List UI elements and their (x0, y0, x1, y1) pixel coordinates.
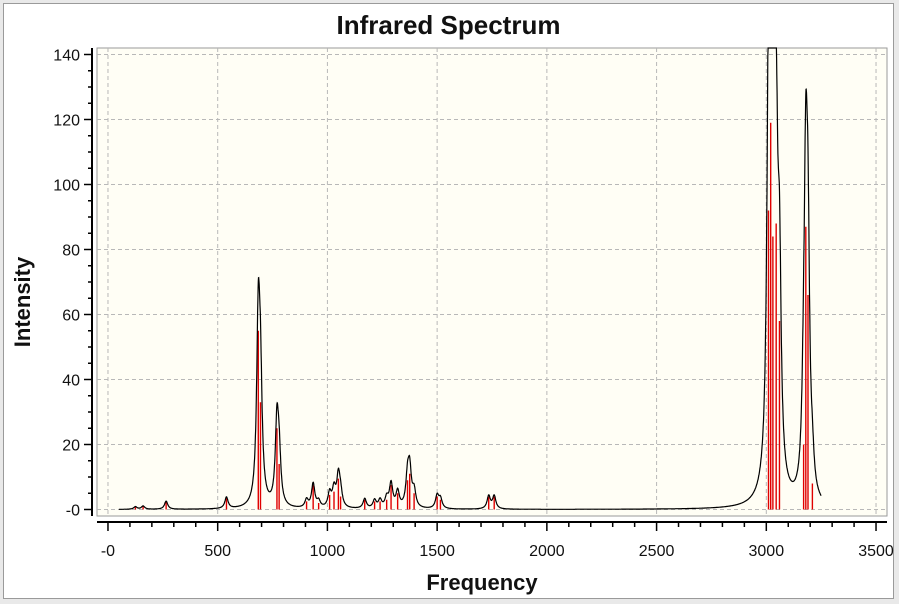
y-tick-label: 120 (53, 113, 80, 130)
y-tick-label: 80 (62, 243, 80, 260)
axes: -0 20 40 60 80 100 120 140 -0 500 1000 1500 2000 2500… (53, 48, 894, 561)
y-axis-title: Intensity (10, 256, 35, 347)
y-tick-label: -0 (66, 503, 80, 520)
y-tick-label: 40 (62, 373, 80, 390)
plot-area (96, 47, 888, 517)
chart-title: Infrared Spectrum (336, 10, 561, 40)
spectrum-curve (118, 47, 822, 510)
x-tick-label: 2500 (639, 543, 675, 560)
x-tick-label: 3500 (858, 543, 894, 560)
y-tick-label: 60 (62, 308, 80, 325)
x-axis-title: Frequency (426, 570, 538, 595)
y-tick-label: 100 (53, 178, 80, 195)
y-tick-label: 140 (53, 48, 80, 65)
x-tick-label: 500 (204, 543, 231, 560)
x-tick-label: 2000 (529, 543, 565, 560)
x-tick-label: 3000 (749, 543, 785, 560)
grid (97, 48, 887, 516)
x-tick-label: 1000 (310, 543, 346, 560)
stick-lines (134, 122, 814, 510)
x-tick-label: -0 (101, 543, 115, 560)
y-tick-label: 20 (62, 438, 80, 455)
x-tick-label: 1500 (419, 543, 455, 560)
